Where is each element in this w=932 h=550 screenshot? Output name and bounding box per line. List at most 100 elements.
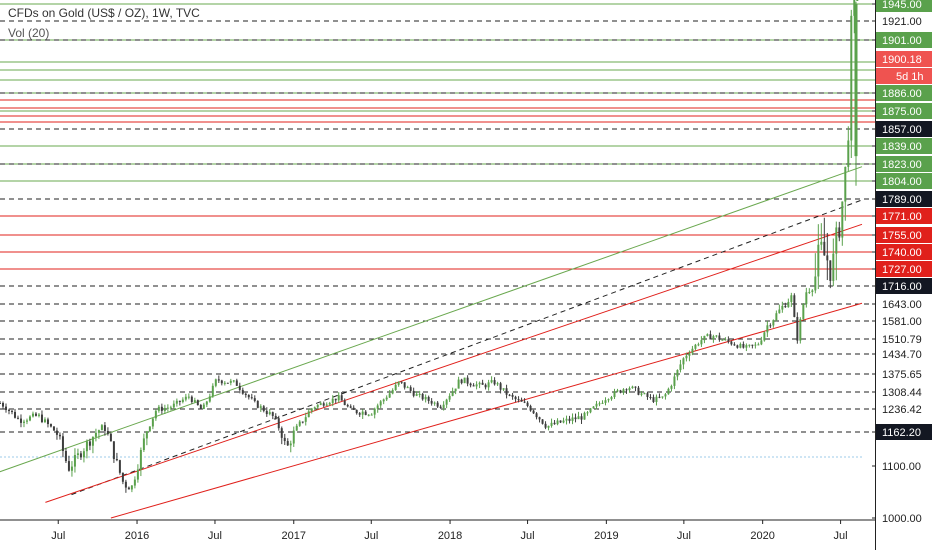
candle-body [403,382,406,388]
candle [442,401,445,411]
candle-body [811,290,814,292]
candle-body [274,415,277,419]
candle [847,126,850,172]
candle-body [211,385,214,397]
candle [121,472,124,485]
candle-body [676,370,679,377]
candle-body [769,325,772,327]
price-label-box [876,458,932,474]
candle [427,395,430,404]
candle-body [16,417,19,419]
candle [736,344,739,349]
candle [823,217,826,256]
candle-body [844,166,847,202]
candle [169,405,172,411]
candle-body [532,410,535,414]
candle [334,398,337,404]
candle-body [685,355,688,359]
candle-body [109,433,112,442]
candle-body [358,413,361,415]
time-label: 2019 [594,530,618,542]
candle [709,330,712,340]
candle-body [772,320,775,326]
candle-body [397,381,400,385]
candle [412,387,415,398]
candle-body [619,390,622,393]
candle [343,398,346,406]
candle-body [139,449,142,470]
candle-body [169,407,172,409]
candle-body [652,397,655,402]
time-label: 2017 [282,530,306,542]
price-label-box [876,401,932,417]
candle-body [487,382,490,388]
candle [571,413,574,425]
candle [133,476,136,489]
candle [10,410,13,415]
candle-body [316,404,319,408]
candle-body [340,395,343,401]
candle-body [445,399,448,405]
candle [451,387,454,397]
candle-body [115,458,118,461]
price-label: 1804.00 [882,176,922,188]
candle-body [0,402,1,404]
candle [574,413,577,423]
candle-body [481,382,484,385]
candle-body [88,441,91,446]
candle [205,400,208,407]
candle-body [142,438,145,450]
candle [424,394,427,403]
candle-body [259,406,262,408]
price-label-box [876,510,932,526]
price-axis[interactable]: 1945.00 1921.00 1901.00 1886.00 1875.00 1857.… [872,0,932,550]
candle [415,391,418,397]
candle-body [295,425,298,431]
candle [838,221,841,242]
candle [370,413,373,416]
candle [532,409,535,414]
candle [214,378,217,388]
candle [697,342,700,347]
candle-body [439,406,442,408]
candle [727,336,730,344]
candle-body [631,386,634,389]
candle-body [796,316,799,341]
candle [85,439,88,459]
candle-body [37,414,40,416]
candle-body [121,472,124,482]
price-badge-label: 5d 1h [896,71,924,83]
candle [157,404,160,413]
candle [760,336,763,346]
candle [691,345,694,356]
candle-body [751,344,754,346]
candle-body [775,313,778,321]
candle-body [511,394,514,397]
candle [472,383,475,387]
candle [766,320,769,337]
time-axis[interactable]: Jul 2016 Jul 2017 Jul 2018 Jul 2019 Jul 2020 Jul [0,519,875,550]
candle-body [547,425,550,428]
candle [448,393,451,402]
candle [670,384,673,392]
candle [184,393,187,402]
candle-body [433,402,436,404]
candle [55,427,58,440]
candle [685,352,688,362]
candle-body [655,396,658,402]
candle [118,459,121,475]
candle-body [703,335,706,341]
candle-body [217,379,220,381]
candle-body [46,419,49,425]
candle-body [853,0,856,16]
candle-body [82,451,85,458]
price-label: 1434.70 [882,349,922,361]
candle [580,413,583,424]
candle [28,415,31,422]
candle-body [514,396,517,400]
candle [64,447,67,463]
candle-body [247,395,250,398]
candle [391,388,394,395]
candle-body [127,487,130,490]
